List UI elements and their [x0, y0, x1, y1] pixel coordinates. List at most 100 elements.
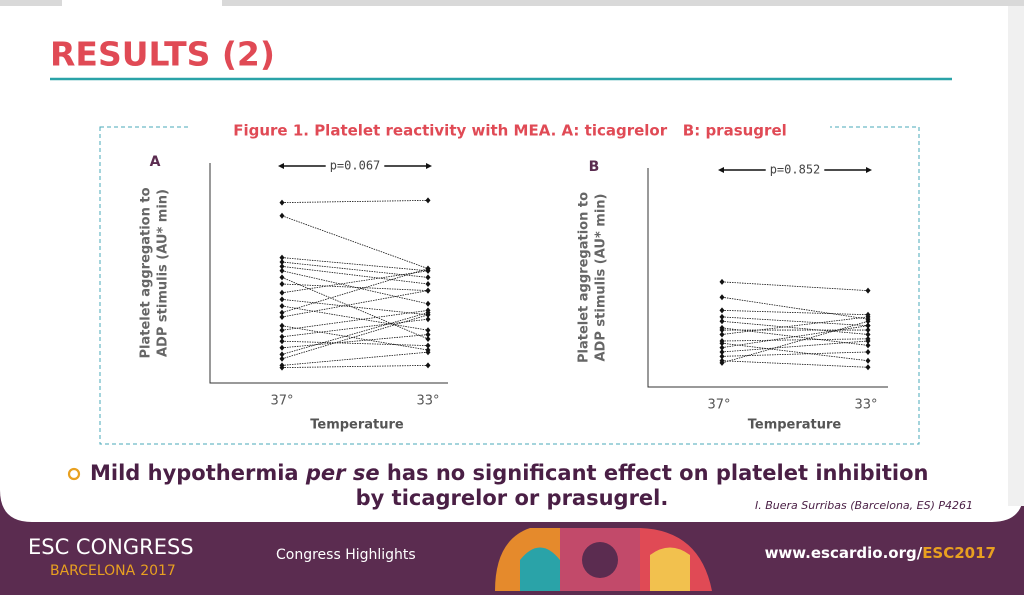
conclusion-line1: Mild hypothermia per se has no significa…	[90, 461, 928, 485]
point	[279, 333, 285, 340]
x-tick-label: 33°	[854, 398, 877, 413]
footer-url-text[interactable]: www.escardio.org/	[765, 544, 923, 562]
y-axis-label: ADP stimulis (AU* min)	[594, 194, 609, 362]
paired-line	[281, 325, 429, 351]
point	[865, 348, 871, 355]
point	[425, 287, 431, 294]
conclusion-text: has no significant effect on platelet in…	[380, 461, 929, 485]
point	[279, 364, 285, 371]
paired-line	[281, 305, 429, 331]
point	[279, 344, 285, 351]
paired-line	[281, 314, 429, 360]
axes	[209, 163, 448, 384]
point	[279, 351, 285, 358]
y-axis-label: ADP stimulis (AU* min)	[156, 189, 171, 357]
top-tab	[62, 0, 222, 6]
paired-line	[281, 283, 429, 291]
point	[865, 287, 871, 294]
slide-title: RESULTS (2)	[50, 35, 275, 74]
point	[425, 336, 431, 342]
bullet	[67, 467, 81, 481]
point	[279, 199, 285, 206]
point	[719, 327, 725, 334]
paired-line	[721, 351, 869, 357]
figure-caption: Figure 1. Platelet reactivity with MEA. …	[233, 122, 787, 140]
paired-line	[721, 296, 869, 320]
point	[279, 355, 285, 362]
footer-center: Congress Highlights	[276, 547, 416, 563]
paired-line	[281, 268, 429, 313]
point	[425, 281, 431, 287]
citation: I. Buera Surribas (Barcelona, ES) P4261	[755, 499, 973, 512]
conclusion-text: Mild hypothermia	[90, 461, 306, 485]
footer-art	[495, 528, 712, 591]
paired-line	[721, 320, 869, 335]
point	[425, 342, 431, 349]
point	[279, 314, 285, 320]
panel-label: A	[150, 154, 161, 170]
point	[719, 313, 725, 320]
paired-line	[281, 299, 429, 316]
point	[425, 274, 431, 281]
point	[425, 311, 431, 318]
paired-line	[721, 338, 869, 342]
conclusion-italic: per se	[305, 461, 380, 485]
paired-line	[281, 261, 429, 278]
axes	[647, 168, 888, 388]
point	[279, 212, 285, 219]
point	[719, 278, 725, 285]
point	[865, 313, 871, 320]
point	[865, 357, 871, 364]
paired-line	[281, 277, 429, 340]
footer-year: 2017	[140, 563, 176, 579]
paired-line	[281, 200, 429, 203]
point	[865, 318, 871, 325]
art-shape	[582, 542, 618, 578]
point	[719, 353, 725, 360]
footer-url[interactable]: www.escardio.org/ESC2017	[765, 544, 996, 562]
point	[865, 364, 871, 371]
p-value: p=0.067	[330, 159, 381, 173]
paired-line	[721, 340, 869, 353]
footer-city-name: BARCELONA	[50, 563, 136, 579]
paired-line	[281, 318, 429, 338]
point	[425, 300, 431, 307]
point	[865, 322, 871, 329]
paired-line	[281, 334, 429, 349]
x-axis-label: Temperature	[748, 418, 842, 433]
point	[425, 265, 431, 272]
paired-line	[721, 360, 869, 368]
point	[865, 338, 871, 345]
paired-line	[721, 342, 869, 362]
paired-line	[721, 309, 869, 316]
x-tick-label: 33°	[416, 394, 439, 409]
point	[719, 348, 725, 355]
point	[279, 309, 285, 316]
point	[279, 259, 285, 265]
paired-line	[281, 290, 429, 318]
point	[719, 344, 725, 351]
scrollbar	[1008, 6, 1024, 506]
footer-url-highlight[interactable]: ESC2017	[922, 544, 996, 562]
paired-line	[281, 257, 429, 272]
point	[719, 307, 725, 314]
y-axis-label: Platelet aggregation to	[577, 192, 592, 363]
point	[719, 318, 725, 325]
point	[279, 322, 285, 329]
p-value: p=0.852	[770, 163, 821, 177]
point	[279, 254, 285, 261]
point	[719, 294, 725, 301]
point	[719, 331, 725, 338]
point	[425, 362, 431, 369]
art-shape	[650, 547, 690, 591]
x-tick-label: 37°	[707, 398, 730, 413]
point	[279, 338, 285, 345]
point	[865, 342, 871, 349]
footer-city: BARCELONA 2017	[50, 563, 176, 579]
paired-line	[721, 316, 869, 327]
paired-line	[281, 365, 429, 368]
panel-label: B	[589, 159, 600, 175]
point	[425, 197, 431, 204]
